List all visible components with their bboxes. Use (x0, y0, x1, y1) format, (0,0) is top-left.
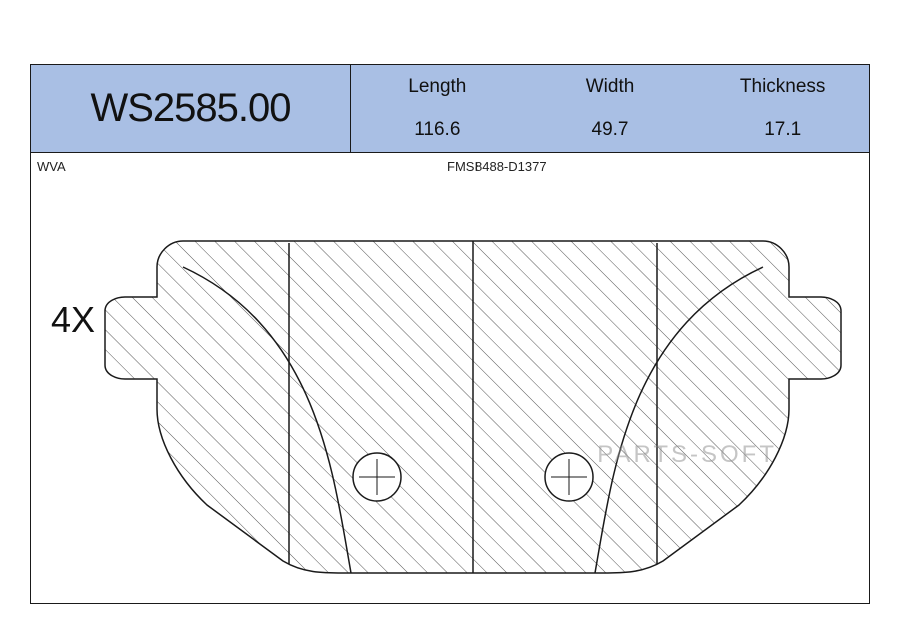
header-row: WS2585.00 Length Width Thickness 116.6 4… (31, 65, 869, 153)
part-number: WS2585.00 (90, 86, 290, 131)
part-number-cell: WS2585.00 (31, 65, 351, 152)
width-label: Width (524, 65, 697, 109)
fmsi-label: FMSI (351, 159, 469, 174)
brake-pad-drawing (103, 209, 843, 589)
width-value: 49.7 (524, 109, 697, 153)
length-label: Length (351, 65, 524, 109)
thickness-value: 17.1 (696, 109, 869, 153)
dimensions-labels-row: Length Width Thickness (351, 65, 869, 109)
thickness-label: Thickness (696, 65, 869, 109)
fmsi-value: 8488-D1377 (469, 159, 547, 174)
fmsi-group: FMSI 8488-D1377 (351, 159, 869, 174)
watermark-text: PARTS-SOFT (597, 441, 777, 469)
length-value: 116.6 (351, 109, 524, 153)
spec-frame: WS2585.00 Length Width Thickness 116.6 4… (30, 64, 870, 604)
canvas: WS2585.00 Length Width Thickness 116.6 4… (0, 0, 900, 634)
dimensions-values-row: 116.6 49.7 17.1 (351, 109, 869, 153)
diagram-area: 4X PARTS-SOFT (31, 179, 869, 603)
wva-label: WVA (31, 159, 351, 174)
meta-row: WVA FMSI 8488-D1377 (31, 153, 869, 179)
dimensions-table: Length Width Thickness 116.6 49.7 17.1 (351, 65, 869, 152)
quantity-label: 4X (51, 299, 95, 341)
